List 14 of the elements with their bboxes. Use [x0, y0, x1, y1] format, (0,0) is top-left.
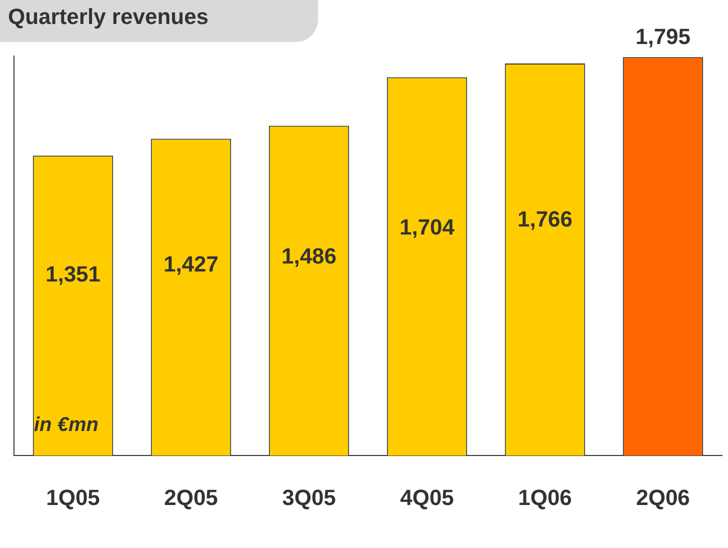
chart-title: Quarterly revenues	[8, 4, 209, 30]
x-tick-label: 1Q05	[46, 484, 100, 510]
data-label: 1,427	[163, 252, 219, 277]
data-label: 1,766	[517, 206, 573, 232]
x-tick-label: 1Q06	[518, 484, 572, 510]
data-label: 1,704	[399, 214, 456, 240]
data-label: 1,351	[45, 262, 101, 287]
annotation: in €mn	[34, 414, 98, 436]
x-tick-label: 2Q06	[636, 484, 690, 510]
x-tick-label: 2Q05	[164, 484, 218, 510]
x-tick-label: 3Q05	[282, 484, 336, 510]
x-tick-label: 4Q05	[400, 484, 454, 510]
data-label: 1,486	[281, 244, 337, 269]
data-label: 1,795	[635, 24, 691, 50]
